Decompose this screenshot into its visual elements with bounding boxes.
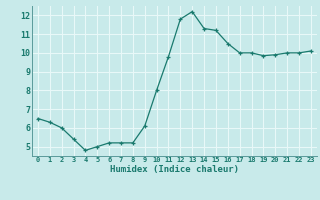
X-axis label: Humidex (Indice chaleur): Humidex (Indice chaleur) [110, 165, 239, 174]
